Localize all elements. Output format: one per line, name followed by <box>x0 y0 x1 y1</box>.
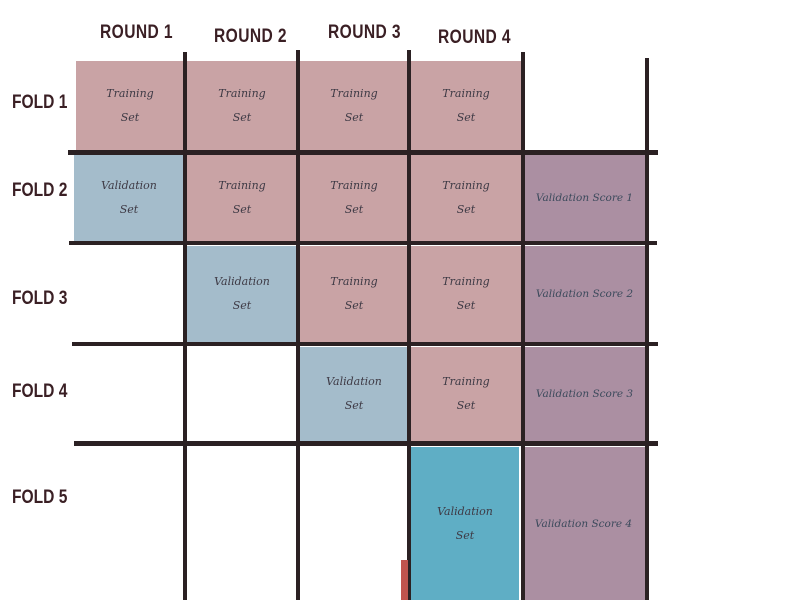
grid-line-h4 <box>74 441 658 446</box>
fold-1-label: FOLD 1 <box>12 92 68 113</box>
cell-fold1-round1: Training Set <box>76 61 184 150</box>
cell-text-line1: Training <box>330 86 378 100</box>
fold-2-label: FOLD 2 <box>12 180 68 201</box>
cell-text-line2: Set <box>456 399 476 412</box>
cell-fold3-round2: Validation Set <box>187 246 297 342</box>
cell-text-line1: Training <box>442 179 490 192</box>
round-1-header: ROUND 1 <box>100 22 173 43</box>
cell-text-line1: Training <box>442 86 490 100</box>
cell-fold2-round1: Validation Set <box>74 155 184 241</box>
red-mark <box>401 560 408 600</box>
grid-line-h2 <box>69 241 657 245</box>
cell-text-line2: Set <box>120 110 140 124</box>
cell-fold3-round3: Training Set <box>300 246 408 342</box>
score-label: Validation Score 3 <box>535 388 634 400</box>
fold-4-label: FOLD 4 <box>12 381 68 402</box>
cell-text-line2: Set <box>232 299 252 312</box>
cell-fold5-round4: Validation Set <box>411 447 519 600</box>
cell-text-line2: Set <box>232 110 252 124</box>
cell-text-line1: Validation <box>101 179 157 192</box>
round-3-header: ROUND 3 <box>328 22 401 43</box>
grid-line-v5 <box>645 58 649 600</box>
validation-score-3: Validation Score 3 <box>524 347 645 441</box>
cell-fold2-round2: Training Set <box>187 155 297 241</box>
cell-text-line1: Training <box>330 275 378 288</box>
cell-fold4-round3: Validation Set <box>300 347 408 441</box>
round-4-header: ROUND 4 <box>438 27 511 48</box>
cell-text-line2: Set <box>119 203 139 216</box>
cell-text-line2: Set <box>344 203 364 216</box>
cell-text-line1: Validation <box>326 375 382 388</box>
cell-text-line1: Training <box>218 86 266 100</box>
round-2-header: ROUND 2 <box>214 26 287 47</box>
cell-fold1-round4: Training Set <box>411 61 521 150</box>
cell-fold1-round2: Training Set <box>187 61 297 150</box>
cell-text-line1: Validation <box>214 275 270 288</box>
grid-line-v4 <box>521 52 525 600</box>
score-label: Validation Score 1 <box>535 192 634 204</box>
cell-text-line2: Set <box>232 203 252 216</box>
cell-text-line2: Set <box>344 399 364 412</box>
cell-fold1-round3: Training Set <box>300 61 408 150</box>
fold-3-label: FOLD 3 <box>12 288 68 309</box>
grid-line-v2 <box>296 50 300 600</box>
cell-text-line1: Training <box>218 179 266 192</box>
cell-fold3-round4: Training Set <box>411 246 521 342</box>
cell-text-line1: Validation <box>437 504 493 518</box>
cell-fold2-round4: Training Set <box>411 155 521 241</box>
cell-fold4-round4: Training Set <box>411 347 521 441</box>
grid-line-v3 <box>407 50 411 600</box>
cell-text-line2: Set <box>455 528 475 542</box>
cell-text-line2: Set <box>344 110 364 124</box>
grid-line-v1 <box>183 52 187 600</box>
grid-line-h3 <box>72 342 658 346</box>
cell-text-line1: Training <box>106 86 154 100</box>
score-label: Validation Score 2 <box>535 288 634 300</box>
cell-text-line2: Set <box>344 299 364 312</box>
cell-text-line2: Set <box>456 299 476 312</box>
cell-text-line1: Training <box>442 275 490 288</box>
cell-text-line2: Set <box>456 110 476 124</box>
cell-text-line1: Training <box>442 375 490 388</box>
validation-score-2: Validation Score 2 <box>524 246 645 342</box>
fold-5-label: FOLD 5 <box>12 487 68 508</box>
cell-text-line2: Set <box>456 203 476 216</box>
score-label: Validation Score 4 <box>534 517 633 530</box>
grid-line-h1 <box>68 150 658 155</box>
validation-score-1: Validation Score 1 <box>524 155 645 241</box>
cell-fold2-round3: Training Set <box>300 155 408 241</box>
validation-score-4: Validation Score 4 <box>522 447 645 600</box>
cell-text-line1: Training <box>330 179 378 192</box>
